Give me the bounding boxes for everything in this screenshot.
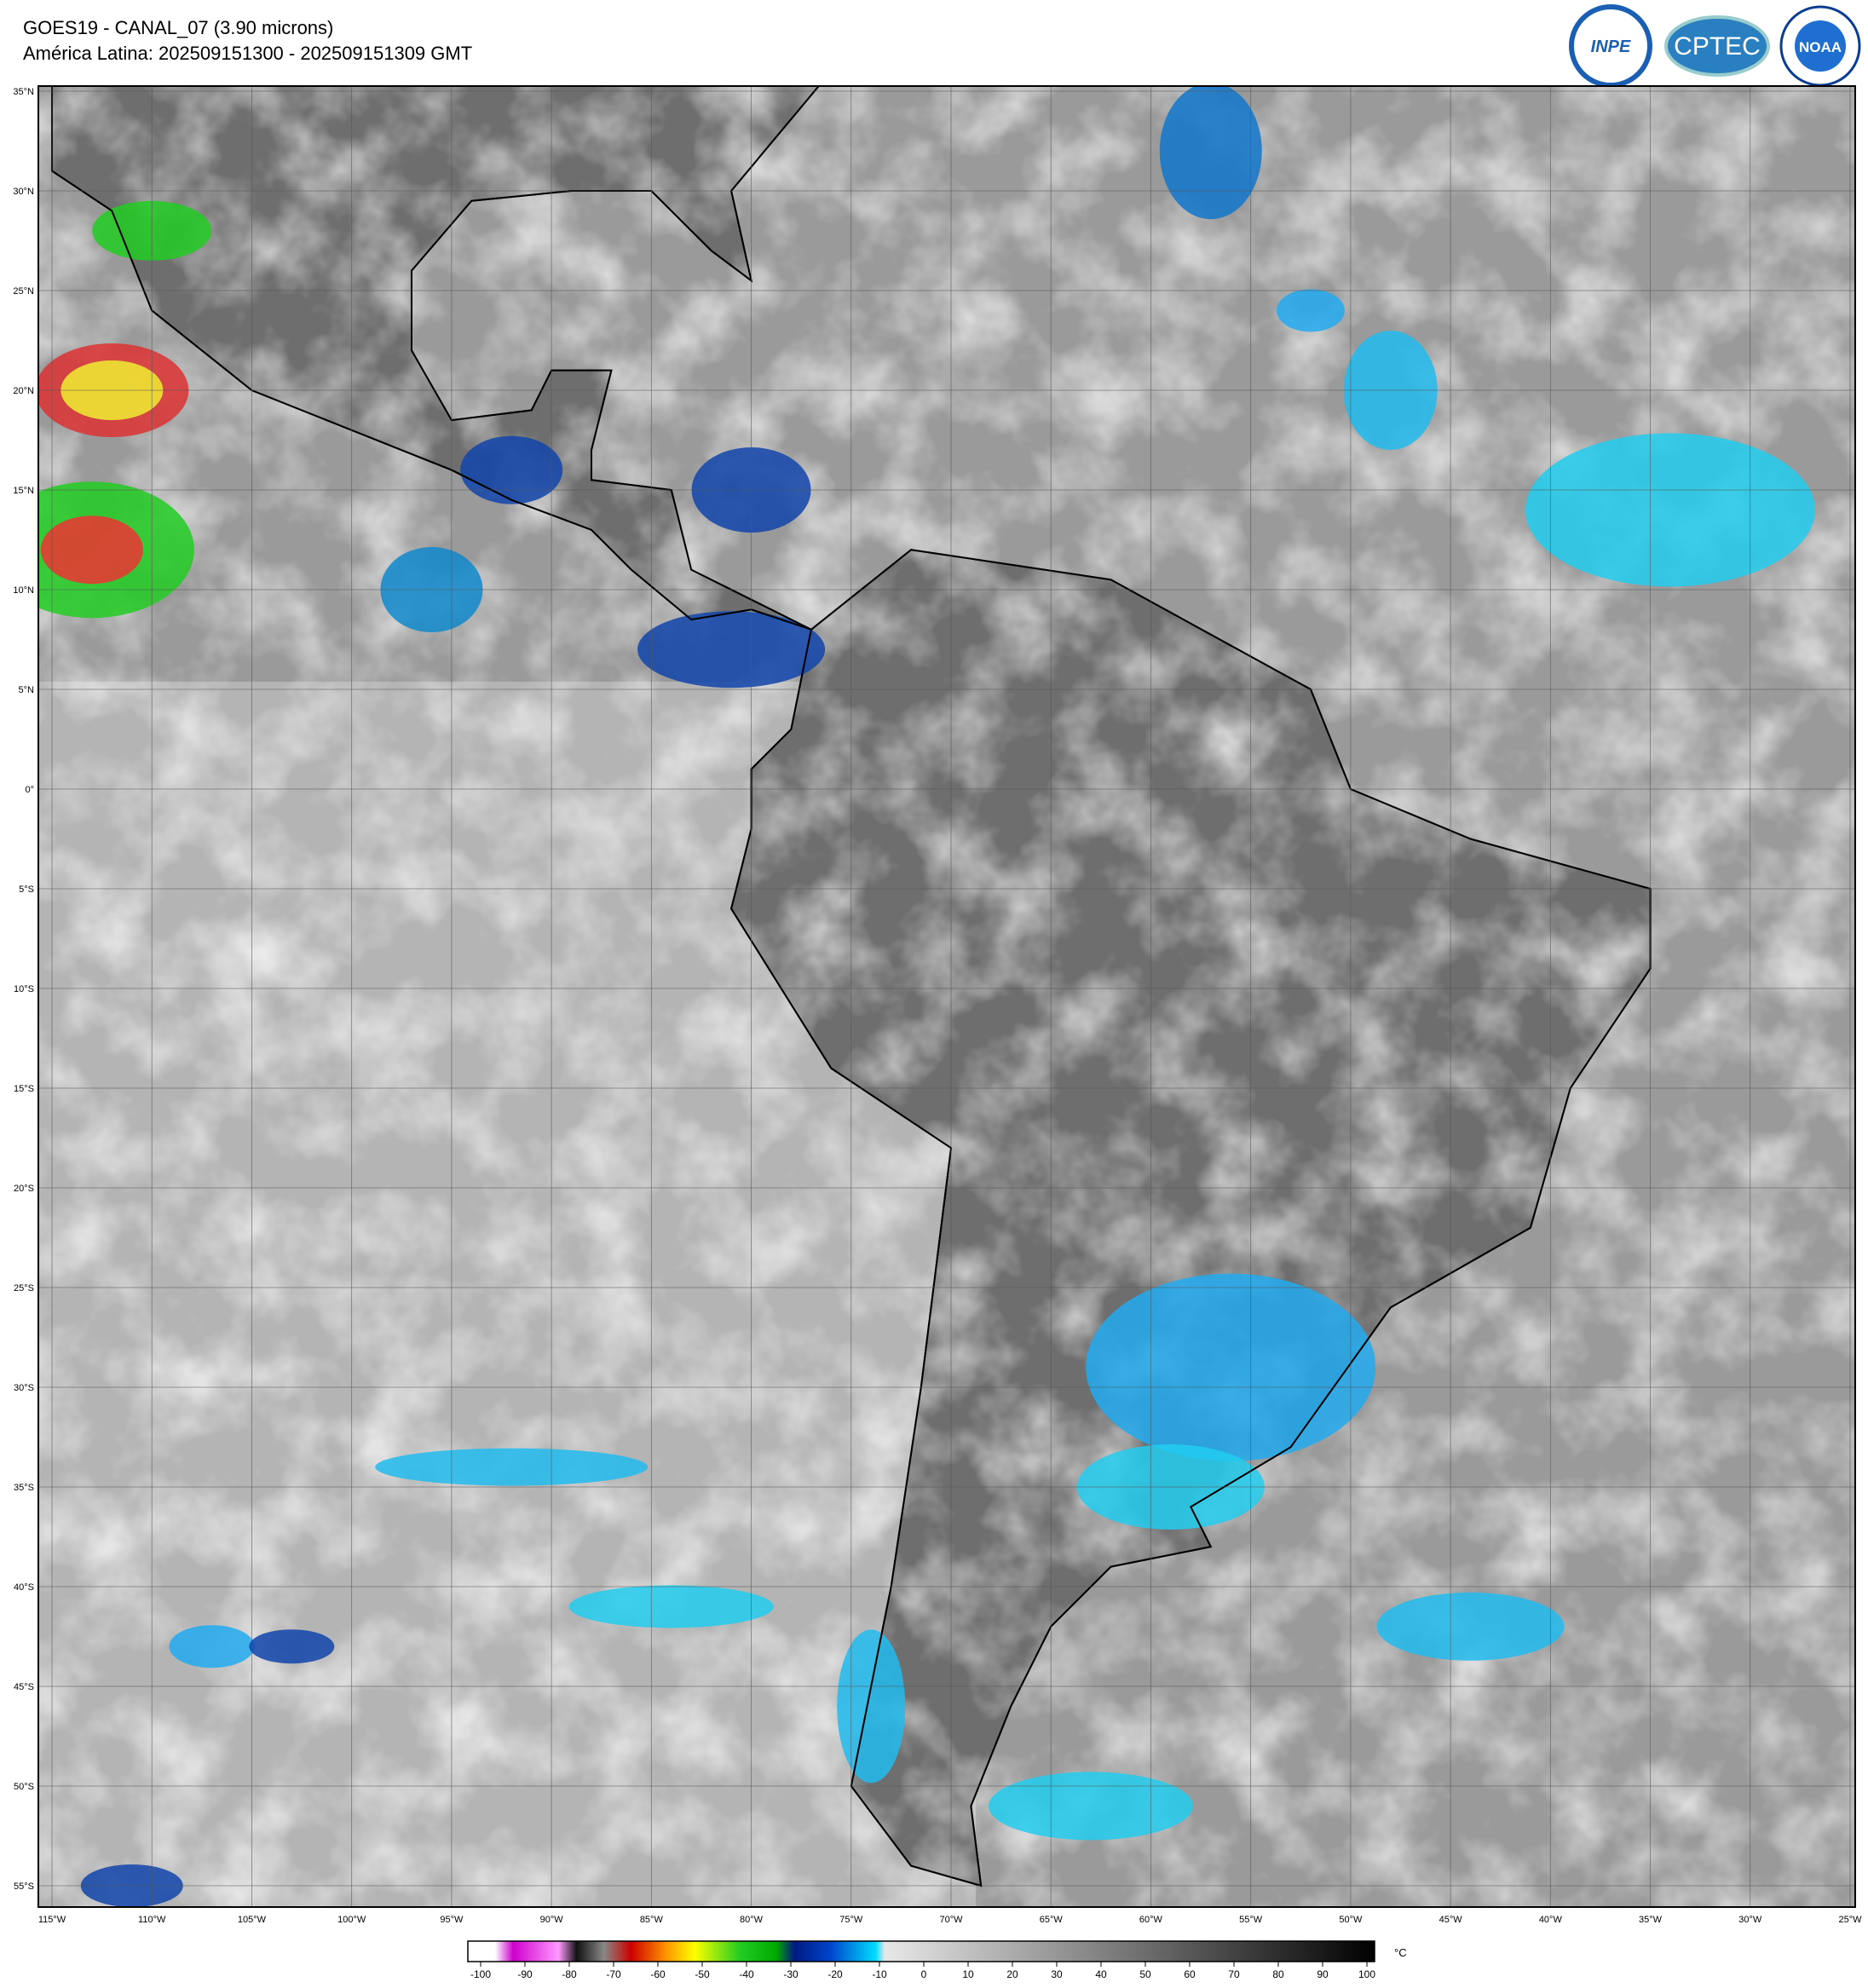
- cold-cloud: [1277, 289, 1345, 332]
- colorbar-tick-label: 40: [1095, 1968, 1107, 1980]
- lon-label: 70°W: [939, 1915, 963, 1925]
- cold-cloud: [40, 516, 143, 585]
- cptec-logo: [1664, 15, 1770, 77]
- cold-cloud: [1376, 1592, 1565, 1661]
- lon-label: 100°W: [337, 1915, 366, 1925]
- cold-cloud: [637, 611, 826, 689]
- lat-label: 5°S: [19, 885, 34, 895]
- lat-label: 15°N: [13, 486, 34, 496]
- lon-label: 75°W: [839, 1915, 863, 1925]
- lon-label: 80°W: [740, 1915, 764, 1925]
- colorbar-tick-label: -20: [827, 1968, 843, 1980]
- cold-cloud: [1159, 86, 1262, 220]
- lon-label: 40°W: [1539, 1915, 1563, 1925]
- colorbar: [467, 1940, 1375, 1962]
- lon-label: 95°W: [440, 1915, 464, 1925]
- cold-cloud: [989, 1772, 1194, 1841]
- cold-cloud: [375, 1448, 649, 1486]
- lon-label: 25°W: [1838, 1915, 1862, 1925]
- lon-label: 55°W: [1239, 1915, 1263, 1925]
- lat-label: 5°N: [19, 685, 35, 695]
- colorbar-tick-label: -100: [470, 1968, 491, 1980]
- lat-label: 50°S: [14, 1782, 34, 1792]
- lat-label: 35°N: [13, 87, 34, 97]
- lat-label: 20°S: [14, 1184, 34, 1194]
- lon-label: 65°W: [1040, 1915, 1064, 1925]
- lat-label: 40°S: [14, 1582, 34, 1593]
- lat-label: 55°S: [14, 1881, 34, 1892]
- lon-label: 50°W: [1339, 1915, 1363, 1925]
- colorbar-tick-label: 100: [1358, 1968, 1375, 1980]
- colorbar-tick-label: -80: [562, 1968, 577, 1980]
- lat-label: 20°N: [13, 386, 34, 396]
- colorbar-tick-label: -90: [517, 1968, 533, 1980]
- noaa-inner: [1795, 20, 1846, 72]
- cold-cloud: [1525, 433, 1815, 587]
- map-frame: [37, 85, 1856, 1908]
- lat-label: 45°S: [14, 1682, 34, 1692]
- cold-cloud: [837, 1629, 906, 1783]
- colorbar-tick-label: 50: [1139, 1968, 1151, 1980]
- lat-label: 10°N: [13, 585, 34, 596]
- colorbar-tick-label: -40: [739, 1968, 754, 1980]
- colorbar-unit: °C: [1394, 1946, 1407, 1959]
- colorbar-tick-label: -50: [695, 1968, 710, 1980]
- colorbar-tick-label: -60: [650, 1968, 666, 1980]
- clouds: [38, 86, 1855, 1907]
- colorbar-tick-label: 0: [921, 1968, 927, 1980]
- cold-cloud: [1086, 1273, 1376, 1461]
- lat-label: 30°N: [13, 187, 34, 197]
- lat-label: 10°S: [14, 984, 34, 994]
- colorbar-tick-label: 70: [1228, 1968, 1240, 1980]
- lon-label: 105°W: [238, 1915, 267, 1925]
- cold-cloud: [249, 1629, 335, 1664]
- cold-cloud: [460, 435, 563, 504]
- colorbar-tick-label: -10: [872, 1968, 887, 1980]
- colorbar-tick-label: 90: [1317, 1968, 1329, 1980]
- title: GOES19 - CANAL_07 (3.90 microns): [23, 17, 333, 38]
- subtitle: América Latina: 202509151300 - 202509151…: [23, 43, 472, 64]
- lat-label: 15°S: [14, 1084, 34, 1094]
- colorbar-tick-label: 80: [1272, 1968, 1284, 1980]
- lat-label: 35°S: [14, 1483, 34, 1493]
- lon-label: 115°W: [38, 1915, 66, 1925]
- lat-label: 25°N: [13, 286, 34, 297]
- lon-label: 60°W: [1139, 1915, 1163, 1925]
- lat-label: 0°: [25, 785, 34, 795]
- cptec-text: CPTEC: [1674, 32, 1761, 61]
- cold-cloud: [169, 1625, 255, 1668]
- lon-label: 90°W: [540, 1915, 564, 1925]
- lon-label: 110°W: [138, 1915, 166, 1925]
- colorbar-tick-label: -70: [606, 1968, 621, 1980]
- colorbar-tick-label: 30: [1051, 1968, 1063, 1980]
- colorbar-tick-label: 10: [962, 1968, 974, 1980]
- map: [38, 86, 1855, 1907]
- lon-label: 35°W: [1639, 1915, 1663, 1925]
- lon-label: 30°W: [1738, 1915, 1762, 1925]
- lat-label: 30°S: [14, 1383, 34, 1393]
- lon-label: 45°W: [1439, 1915, 1463, 1925]
- colorbar-tick-label: -30: [783, 1968, 799, 1980]
- colorbar-tick-label: 60: [1184, 1968, 1196, 1980]
- cold-cloud: [568, 1585, 774, 1628]
- inpe-text: INPE: [1591, 37, 1631, 56]
- noaa-text: NOAA: [1799, 39, 1842, 55]
- colorbar-tick-label: 20: [1006, 1968, 1018, 1980]
- lon-label: 85°W: [640, 1915, 664, 1925]
- logos: INPE CPTEC NOAA: [1569, 4, 1861, 88]
- lat-label: 25°S: [14, 1283, 34, 1294]
